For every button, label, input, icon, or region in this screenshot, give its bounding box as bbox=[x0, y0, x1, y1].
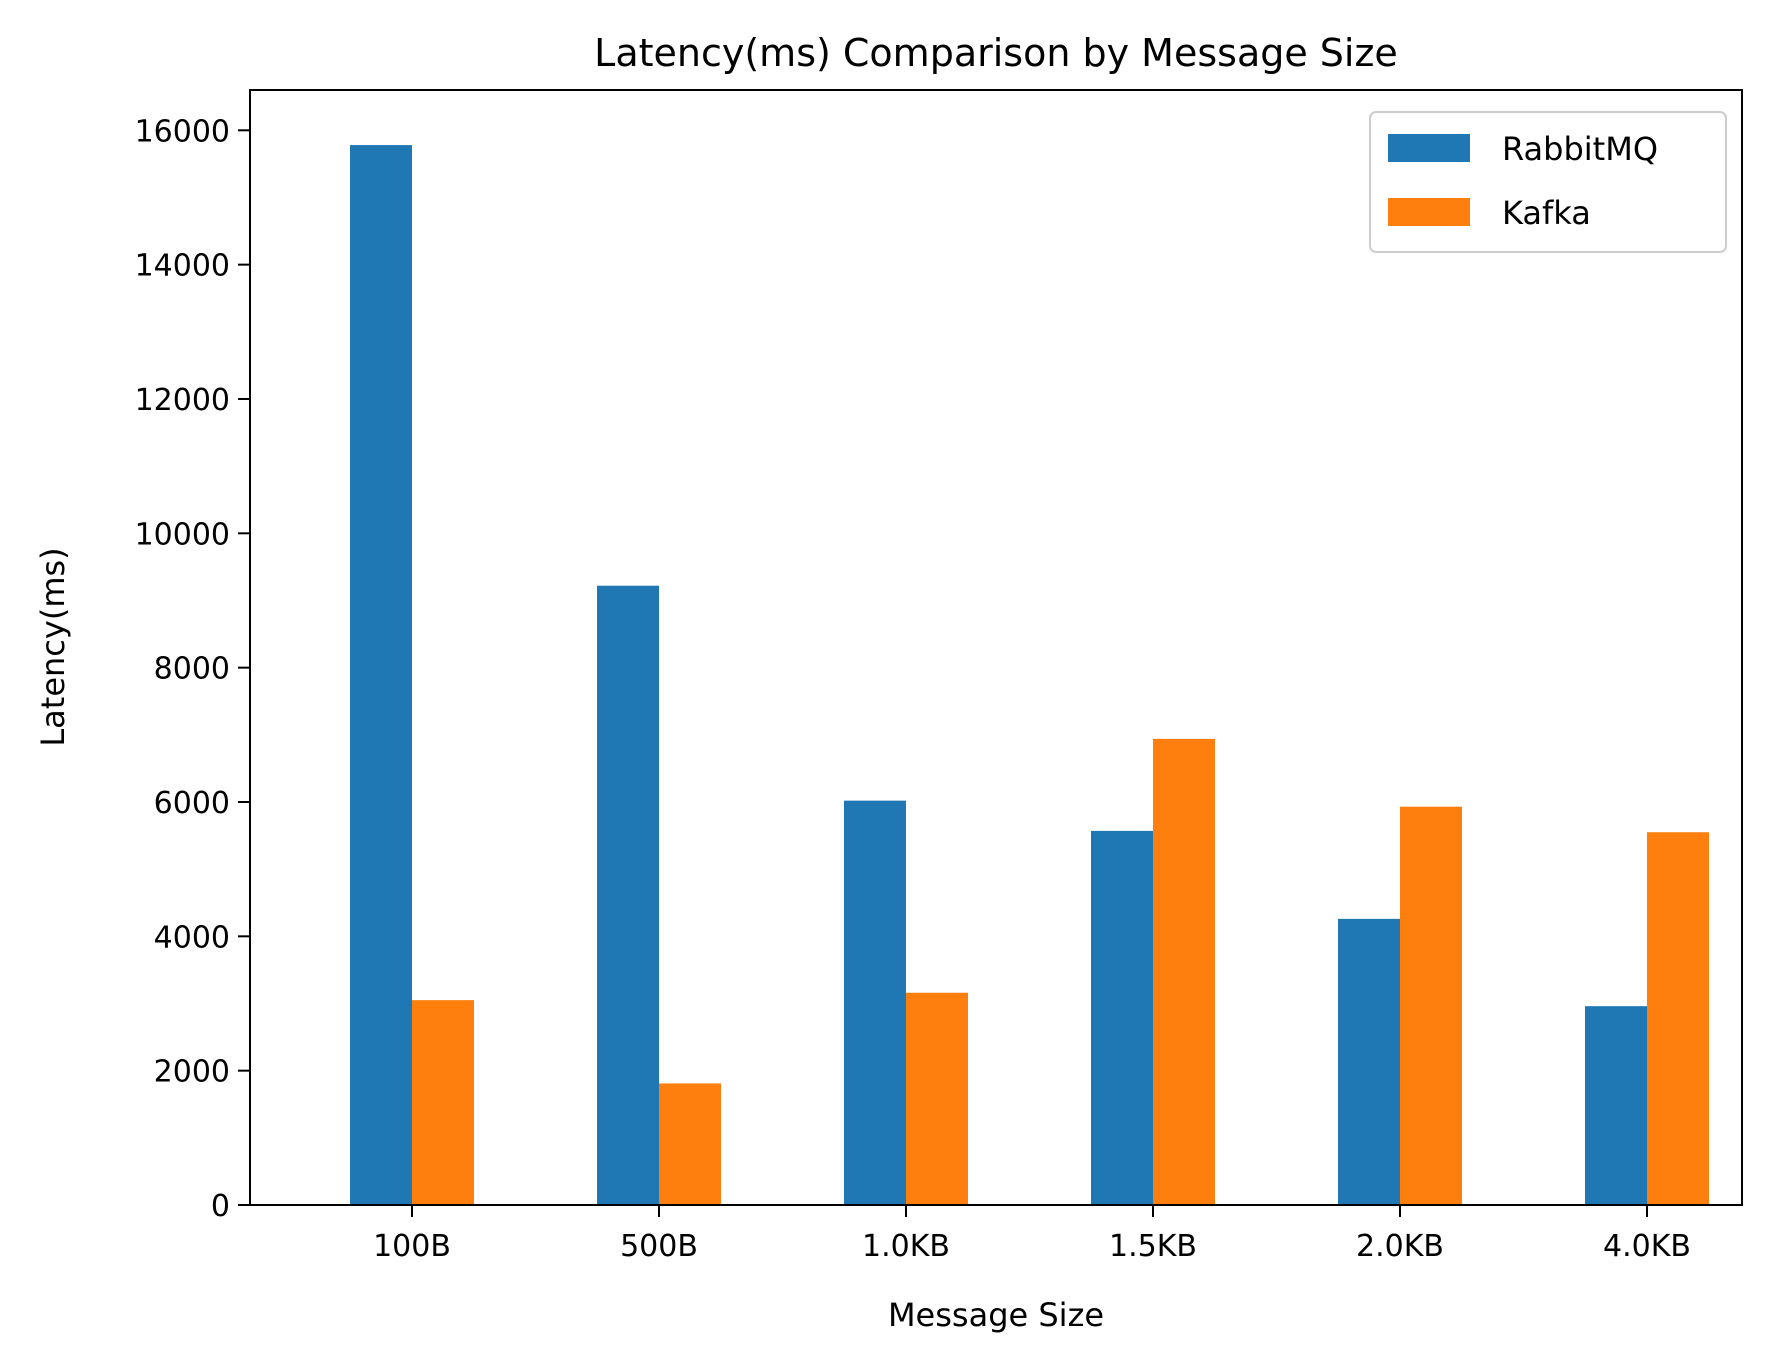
x-tick-label: 100B bbox=[373, 1229, 451, 1264]
y-tick-label: 4000 bbox=[154, 920, 230, 955]
y-tick-label: 6000 bbox=[154, 786, 230, 821]
bar-kafka-100b bbox=[412, 1000, 474, 1205]
x-tick-label: 500B bbox=[620, 1229, 698, 1264]
y-tick-label: 12000 bbox=[135, 383, 230, 418]
y-tick-label: 16000 bbox=[135, 114, 230, 149]
bar-rabbitmq-1-5kb bbox=[1091, 830, 1153, 1205]
bar-rabbitmq-500b bbox=[597, 585, 659, 1205]
y-tick-label: 10000 bbox=[135, 517, 230, 552]
x-axis: 100B 500B 1.0KB 1.5KB 2.0KB 4.0KB bbox=[373, 1205, 1691, 1264]
bars-group bbox=[350, 145, 1709, 1205]
y-axis-title: Latency(ms) bbox=[34, 547, 72, 746]
y-axis: 0 2000 4000 6000 8000 10000 12000 14000 16000 bbox=[135, 114, 250, 1224]
x-axis-title: Message Size bbox=[888, 1296, 1104, 1334]
bar-kafka-1-5kb bbox=[1153, 738, 1215, 1205]
plot-area-frame bbox=[249, 89, 1743, 1206]
x-tick-label: 1.5KB bbox=[1109, 1229, 1197, 1264]
legend-label-kafka: Kafka bbox=[1502, 194, 1591, 232]
y-tick-label: 0 bbox=[211, 1189, 230, 1224]
x-tick-label: 1.0KB bbox=[862, 1229, 950, 1264]
legend: RabbitMQ Kafka bbox=[1369, 111, 1727, 253]
y-tick-label: 14000 bbox=[135, 249, 230, 284]
bar-rabbitmq-4-0kb bbox=[1585, 1006, 1647, 1205]
legend-swatch-kafka bbox=[1388, 198, 1470, 226]
bar-kafka-1-0kb bbox=[906, 992, 968, 1205]
bar-rabbitmq-2-0kb bbox=[1338, 918, 1400, 1205]
chart-title: Latency(ms) Comparison by Message Size bbox=[594, 31, 1398, 75]
bar-kafka-4-0kb bbox=[1647, 832, 1709, 1205]
x-tick-label: 4.0KB bbox=[1603, 1229, 1691, 1264]
bar-rabbitmq-1-0kb bbox=[844, 800, 906, 1205]
x-tick-label: 2.0KB bbox=[1356, 1229, 1444, 1264]
bar-rabbitmq-100b bbox=[350, 145, 412, 1205]
y-tick-label: 2000 bbox=[154, 1055, 230, 1090]
legend-label-rabbitmq: RabbitMQ bbox=[1502, 130, 1658, 168]
bar-kafka-500b bbox=[659, 1083, 721, 1205]
bar-kafka-2-0kb bbox=[1400, 806, 1462, 1205]
legend-swatch-rabbitmq bbox=[1388, 134, 1470, 162]
y-tick-label: 8000 bbox=[154, 652, 230, 687]
